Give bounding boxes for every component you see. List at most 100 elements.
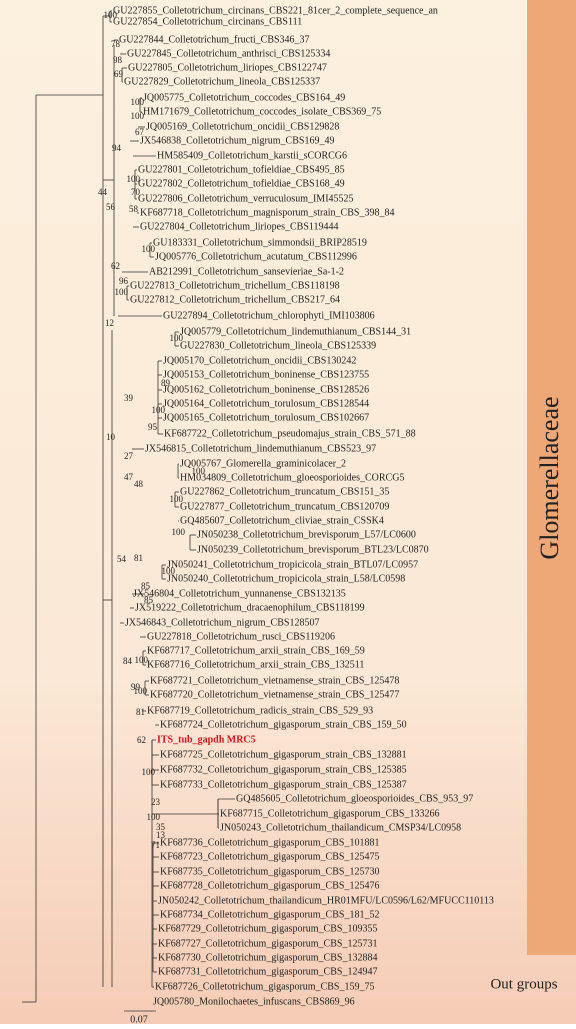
taxon-label: JX546838_Colletotrichum_nigrum_CBS169_49 bbox=[140, 135, 334, 146]
support-value: 100 bbox=[115, 287, 129, 297]
support-value: 56 bbox=[106, 202, 116, 212]
taxon-label: GQ485605_Colletotrichum_gloeosporioides_… bbox=[236, 793, 473, 804]
support-value: 100 bbox=[127, 174, 141, 184]
support-value: 27 bbox=[124, 451, 134, 461]
taxon-label: KF687732_Colletotrichum_gigasporum_strai… bbox=[160, 764, 407, 775]
taxon-label: JX546843_Colletotrichum_nigrum_CBS128507 bbox=[125, 617, 319, 628]
support-value: 62 bbox=[111, 261, 120, 271]
taxon-label: KF687726_Colletotrichum_gigasporum_CBS_1… bbox=[155, 981, 374, 992]
support-value: 84 bbox=[123, 656, 133, 666]
support-value: 89 bbox=[161, 378, 171, 388]
taxon-label: KF687725_Colletotrichum_gigasporum_strai… bbox=[160, 749, 407, 760]
taxon-label: GU227877_Colletotrichum_truncatum_CBS120… bbox=[180, 501, 389, 512]
taxon-label: GQ485607_Colletotrichum_cliviae_strain_C… bbox=[180, 515, 384, 526]
support-value: 100 bbox=[152, 405, 166, 415]
support-value: 10 bbox=[106, 432, 116, 442]
taxon-label: GU227805_Colletotrichum_liriopes_CBS1227… bbox=[128, 62, 327, 73]
support-value: 100 bbox=[162, 566, 176, 576]
taxon-label: JX546804_Colletotrichum_yunnanense_CBS13… bbox=[133, 588, 346, 599]
support-value: 100 bbox=[170, 333, 184, 343]
support-value: 81 bbox=[134, 553, 143, 563]
taxon-label: KF687729_Colletotrichum_gigasporum_CBS_1… bbox=[158, 923, 377, 934]
support-value: 95 bbox=[148, 422, 158, 432]
taxon-label: GU183331_Colletotrichum_simmondsii_BRIP2… bbox=[153, 237, 367, 248]
taxon-label: KF687722_Colletotrichum_pseudomajus_stra… bbox=[164, 428, 416, 439]
support-value: 98 bbox=[113, 55, 123, 65]
support-value: 69 bbox=[114, 69, 124, 79]
support-value: 39 bbox=[124, 393, 134, 403]
taxon-label: GU227801_Colletotrichum_tofieldiae_CBS49… bbox=[138, 164, 345, 175]
support-value: 44 bbox=[98, 187, 108, 197]
taxon-label: JQ005162_Colletotrichum_boninense_CBS128… bbox=[163, 384, 369, 395]
taxon-label: JN050239_Colletotrichum_brevisporum_BTL2… bbox=[197, 544, 429, 555]
taxon-label: HM171679_Colletotrichum_coccodes_isolate… bbox=[143, 106, 381, 117]
taxon-label: KF687727_Colletotrichum_gigasporum_CBS_1… bbox=[158, 938, 377, 949]
support-value: 100 bbox=[104, 10, 118, 20]
support-value: 12 bbox=[105, 318, 114, 328]
support-value: 67 bbox=[135, 127, 145, 137]
taxon-label: JN050238_Colletotrichum_brevisporum_L57/… bbox=[197, 529, 416, 540]
taxon-label: KF687718_Colletotrichum_magnisporum_stra… bbox=[140, 207, 394, 218]
taxon-label: JN050242_Colletotrichum_thailandicum_HR0… bbox=[158, 895, 494, 906]
taxon-label: JQ005780_Monilochaetes_infuscans_CBS869_… bbox=[153, 996, 355, 1007]
support-value: 81 bbox=[136, 707, 145, 717]
taxon-label: JQ005164_Colletotrichum_torulosum_CBS128… bbox=[163, 398, 369, 409]
taxon-label: ITS_tub_gapdh MRC5 bbox=[157, 734, 256, 745]
taxon-label: GU227862_Colletotrichum_truncatum_CBS151… bbox=[180, 486, 389, 497]
support-value: 13 bbox=[156, 830, 166, 840]
taxon-label: JQ005170_Colletotrichum_oncidii_CBS13024… bbox=[163, 355, 356, 366]
taxon-label: KF687735_Colletotrichum_gigasporum_CBS_1… bbox=[160, 866, 379, 877]
support-value: 62 bbox=[137, 735, 146, 745]
support-value: 100 bbox=[135, 655, 149, 665]
taxon-label: KF687728_Colletotrichum_gigasporum_CBS_1… bbox=[160, 880, 379, 891]
support-value: 99 bbox=[131, 682, 141, 692]
support-value: 100 bbox=[131, 97, 145, 107]
support-value: 35 bbox=[156, 822, 166, 832]
taxon-label: KF687717_Colletotrichum_arxii_strain_CBS… bbox=[147, 645, 365, 656]
taxon-label: GU227812_Colletotrichum_trichellum_CBS21… bbox=[130, 294, 340, 305]
support-value: 100 bbox=[134, 686, 148, 696]
taxon-label: GU227802_Colletotrichum_tofieldiae_CBS16… bbox=[138, 178, 345, 189]
taxon-label: JQ005779_Colletotrichum_lindemuthianum_C… bbox=[180, 326, 411, 337]
taxon-label: JX546815_Colletotrichum_lindemuthianum_C… bbox=[145, 443, 376, 454]
taxon-label: GU227813_Colletotrichum_trichellum_CBS11… bbox=[130, 280, 340, 291]
support-value: 70 bbox=[131, 187, 141, 197]
taxon-label: JQ005169_Colletotrichum_oncidii_CBS12982… bbox=[146, 121, 339, 132]
taxon-label: KF687723_Colletotrichum_gigasporum_CBS_1… bbox=[160, 851, 379, 862]
outgroup-label: Out groups bbox=[490, 976, 557, 992]
clade-label: Glomerellaceae bbox=[535, 396, 564, 559]
taxon-label: JQ005775_Colletotrichum_coccodes_CBS164_… bbox=[143, 92, 345, 103]
taxon-label: JQ005153_Colletotrichum_boninense_CBS123… bbox=[163, 369, 369, 380]
taxon-label: GU227804_Colletotrichum_liriopes_CBS1194… bbox=[140, 221, 339, 232]
taxon-label: GU227845_Colletotrichum_anthrisci_CBS125… bbox=[127, 48, 330, 59]
support-value: 94 bbox=[112, 143, 122, 153]
taxon-label: KF687736_Colletotrichum_gigasporum_CBS_1… bbox=[160, 837, 379, 848]
scale-label: 0.07 bbox=[130, 1014, 148, 1024]
taxon-label: JQ005776_Colletotrichum_acutatum_CBS1129… bbox=[155, 251, 357, 262]
taxon-label: KF687730_Colletotrichum_gigasporum_CBS_1… bbox=[158, 952, 377, 963]
taxon-label: HM585409_Colletotrichum_karstii_sCORCG6 bbox=[157, 150, 347, 161]
taxon-label: GU227818_Colletotrichum_rusci_CBS119206 bbox=[147, 631, 335, 642]
taxon-label: KF687720_Colletotrichum_vietnamense_stra… bbox=[150, 689, 399, 700]
support-value: 100 bbox=[192, 466, 206, 476]
taxon-label: KF687721_Colletotrichum_vietnamense_stra… bbox=[150, 675, 399, 686]
taxon-label: JN050243_Colletotrichum_thailandicum_CMS… bbox=[220, 822, 461, 833]
support-value: 85 bbox=[144, 595, 154, 605]
support-value: 71 bbox=[151, 840, 160, 850]
support-value: 48 bbox=[134, 479, 144, 489]
taxon-label: KF687731_Colletotrichum_gigasporum_CBS_1… bbox=[158, 966, 377, 977]
taxon-label: JN050241_Colletotrichum_tropicicola_stra… bbox=[167, 559, 418, 570]
taxon-label: JX519222_Colletotrichum_dracaenophilum_C… bbox=[135, 602, 365, 613]
support-value: 96 bbox=[119, 276, 129, 286]
taxon-label: JN050240_Colletotrichum_tropicicola_stra… bbox=[167, 573, 405, 584]
taxon-label: GU227830_Colletotrichum_lineola_CBS12533… bbox=[180, 340, 376, 351]
support-value: 23 bbox=[151, 797, 161, 807]
support-value: 100 bbox=[170, 494, 184, 504]
taxon-label: KF687716_Colletotrichum_arxii_strain_CBS… bbox=[147, 659, 364, 670]
taxon-label: HM034809_Colletotrichum_gloeosporioides_… bbox=[180, 472, 404, 483]
support-value: 100 bbox=[172, 527, 186, 537]
taxon-label: JQ005165_Colletotrichum_torulosum_CBS102… bbox=[163, 412, 369, 423]
